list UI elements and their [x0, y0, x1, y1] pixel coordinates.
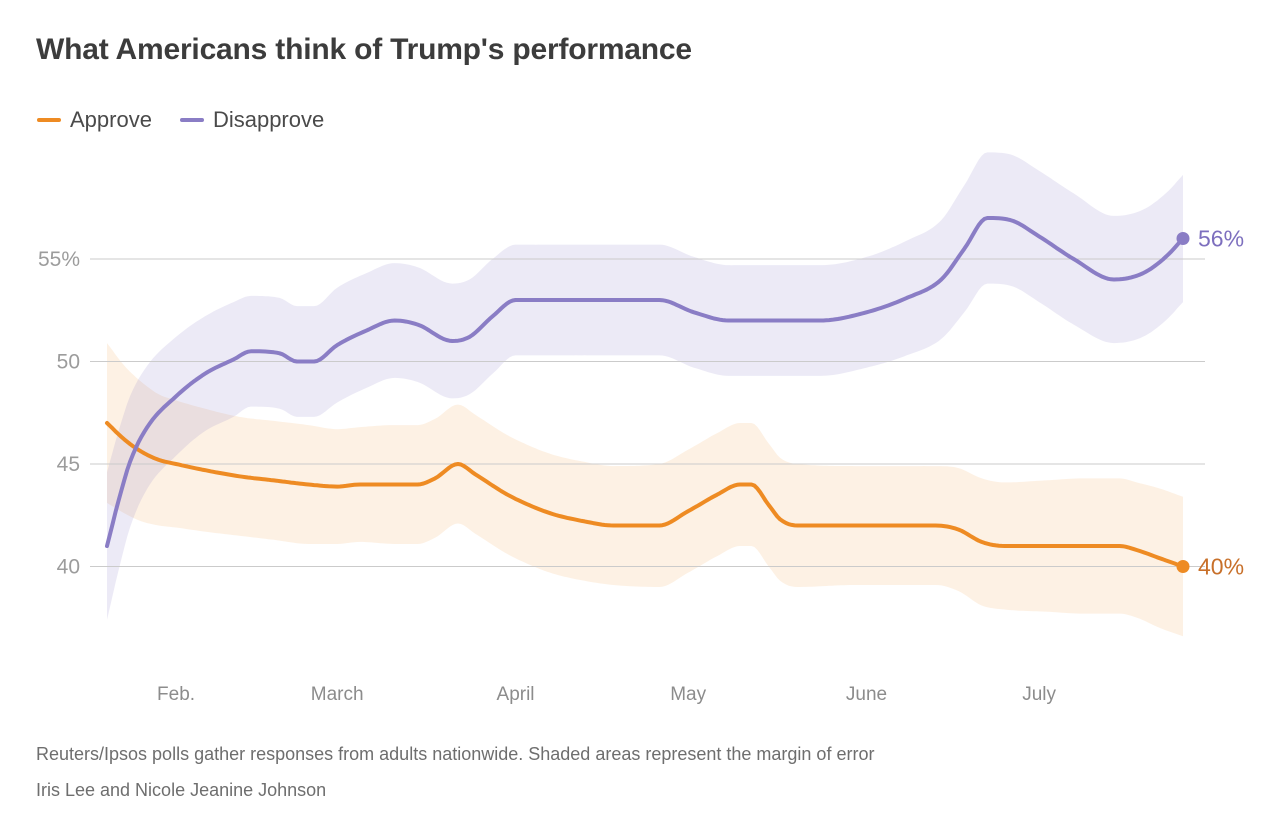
- legend-label-disapprove: Disapprove: [212, 107, 325, 132]
- y-tick-label-45: 45: [57, 453, 80, 476]
- chart-title: What Americans think of Trump's performa…: [36, 33, 692, 66]
- approve-swatch-icon: [37, 118, 61, 122]
- disapprove-swatch-icon: [179, 118, 204, 122]
- disapprove-line: [105, 216, 1185, 548]
- approve-end-label: 40%: [1198, 554, 1244, 580]
- approve-line: [105, 421, 1185, 569]
- approve-error-band: [107, 343, 1183, 637]
- disapprove-error-band: [107, 152, 1183, 620]
- chart-legend: Approve Disapprove: [37, 107, 324, 133]
- legend-item-approve: Approve: [37, 107, 152, 133]
- disapprove-end-label: 56%: [1198, 226, 1244, 252]
- byline: Iris Lee and Nicole Jeanine Johnson: [36, 780, 327, 800]
- x-tick-label-july: July: [1022, 684, 1056, 705]
- y-tick-label-55: 55%: [38, 248, 80, 271]
- source-note: Reuters/Ipsos polls gather responses fro…: [36, 744, 875, 764]
- legend-item-disapprove: Disapprove: [179, 107, 325, 133]
- y-tick-label-50: 50: [57, 351, 80, 374]
- y-tick-label-40: 40: [57, 556, 80, 579]
- x-tick-label-may: May: [670, 684, 706, 705]
- x-tick-label-march: March: [311, 684, 364, 705]
- legend-label-approve: Approve: [70, 107, 152, 132]
- x-tick-label-april: April: [497, 684, 535, 705]
- disapprove-end-dot: [1176, 232, 1190, 245]
- x-tick-label-june: June: [846, 684, 887, 705]
- x-tick-label-feb: Feb.: [157, 684, 195, 705]
- approve-end-dot: [1176, 560, 1190, 573]
